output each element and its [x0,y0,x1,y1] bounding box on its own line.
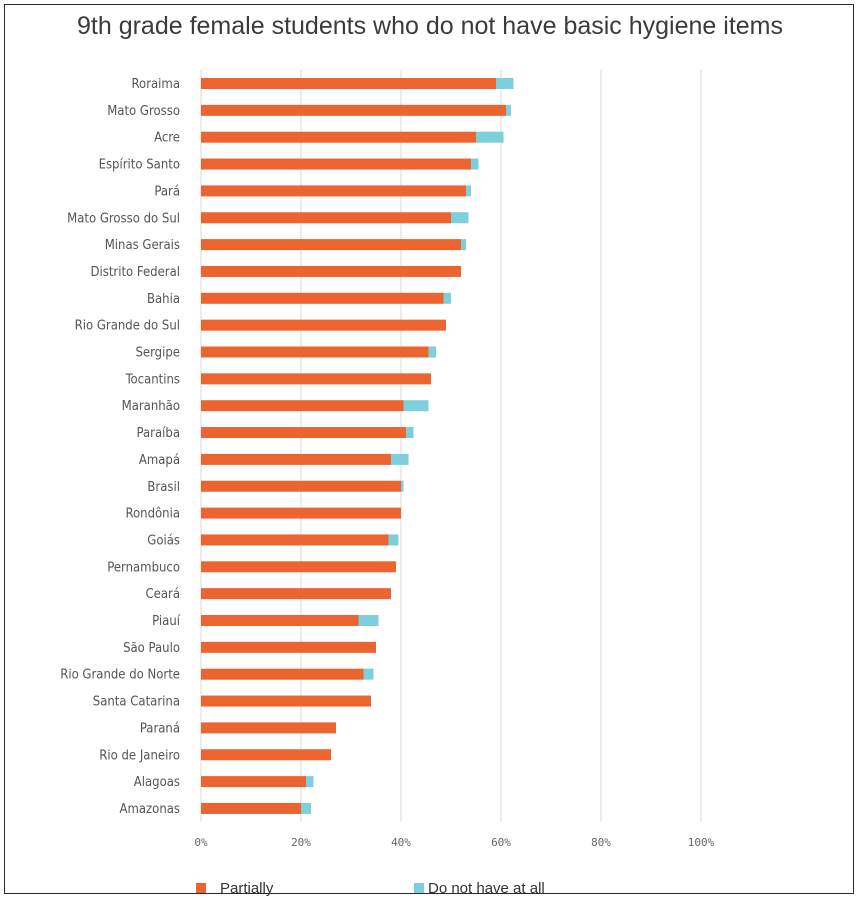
bar-partially [201,212,451,224]
bar-partially [201,668,364,680]
bar-partially [201,131,476,143]
bar-partially [201,292,444,304]
bar-do-not-have [506,104,511,116]
bar-partially [201,615,359,626]
bar-do-not-have [391,453,409,465]
bar-do-not-have [461,239,466,251]
category-label: Distrito Federal [90,265,180,280]
x-tick-label: 20% [291,836,311,849]
legend-label-do-not-have: Do not have at all [428,880,545,897]
x-tick-label: 100% [688,836,715,849]
category-label: Alagoas [134,775,180,790]
category-label: Rio Grande do Sul [75,319,180,334]
bar-partially [201,158,471,170]
category-label: Pernambuco [107,560,180,575]
category-label: Mato Grosso [107,104,180,119]
category-label: Pará [154,184,180,199]
bar-partially [201,480,401,492]
category-label: São Paulo [123,641,180,656]
x-tick-label: 40% [391,836,411,849]
x-tick-label: 80% [591,836,611,849]
category-label: Maranhão [122,399,180,414]
bar-do-not-have [443,292,451,304]
bar-partially [201,185,466,197]
category-label: Paraíba [137,426,180,441]
category-label: Piauí [152,614,181,629]
bar-do-not-have [466,185,471,197]
bar-do-not-have [301,802,311,814]
bar-do-not-have [471,158,479,170]
category-label: Brasil [147,480,180,495]
category-label: Rio de Janeiro [99,748,180,763]
category-label: Roraima [132,77,180,92]
bar-do-not-have [428,346,436,358]
category-label: Santa Catarina [93,695,180,710]
bar-partially [201,561,396,573]
bar-partially [201,749,331,761]
bar-do-not-have [496,78,514,89]
legend-item-partially: Partially [196,880,273,900]
category-label: Tocantins [125,372,180,387]
bar-partially [201,588,391,600]
bar-partially [201,695,371,707]
category-label: Paraná [140,721,180,736]
legend-swatch-do-not-have [414,883,424,894]
category-label: Bahia [147,292,180,307]
category-label: Amapá [139,453,180,468]
chart-title: 9th grade female students who do not hav… [77,12,783,40]
bar-partially [201,534,389,546]
bar-partially [201,78,496,89]
bar-partially [201,346,429,358]
category-label: Rio Grande do Norte [60,668,180,683]
bar-do-not-have [306,776,314,788]
bar-do-not-have [406,427,414,439]
bar-partially [201,239,461,251]
category-label: Sergipe [135,346,180,361]
x-tick-label: 0% [194,836,208,849]
bar-do-not-have [388,534,399,546]
category-label: Espírito Santo [99,158,180,173]
category-label: Amazonas [119,802,180,817]
bar-partially [201,373,431,385]
bar-partially [201,400,404,412]
category-label: Rondônia [125,507,180,522]
bar-do-not-have [363,668,374,680]
bar-do-not-have [476,131,504,143]
bar-do-not-have [401,480,404,492]
category-label: Mato Grosso do Sul [67,211,180,226]
category-label: Ceará [145,587,180,602]
category-label: Minas Gerais [105,238,180,253]
bar-partially [201,104,506,116]
category-label: Acre [154,131,180,146]
legend-swatch-partially [196,883,206,894]
bar-partially [201,641,376,653]
bar-do-not-have [403,400,429,412]
bar-partially [201,776,306,788]
bar-partially [201,507,401,519]
bar-do-not-have [358,615,379,626]
bar-partially [201,802,301,814]
bar-partially [201,453,391,465]
bar-partially [201,265,461,277]
x-tick-label: 60% [491,836,511,849]
legend-item-do-not-have: Do not have at all [414,880,545,900]
legend-label-partially: Partially [220,880,274,897]
bar-do-not-have [451,212,469,224]
bar-partially [201,319,446,331]
bar-partially [201,722,336,734]
category-label: Goiás [147,533,180,548]
chart-frame [4,4,854,894]
bar-partially [201,427,406,439]
